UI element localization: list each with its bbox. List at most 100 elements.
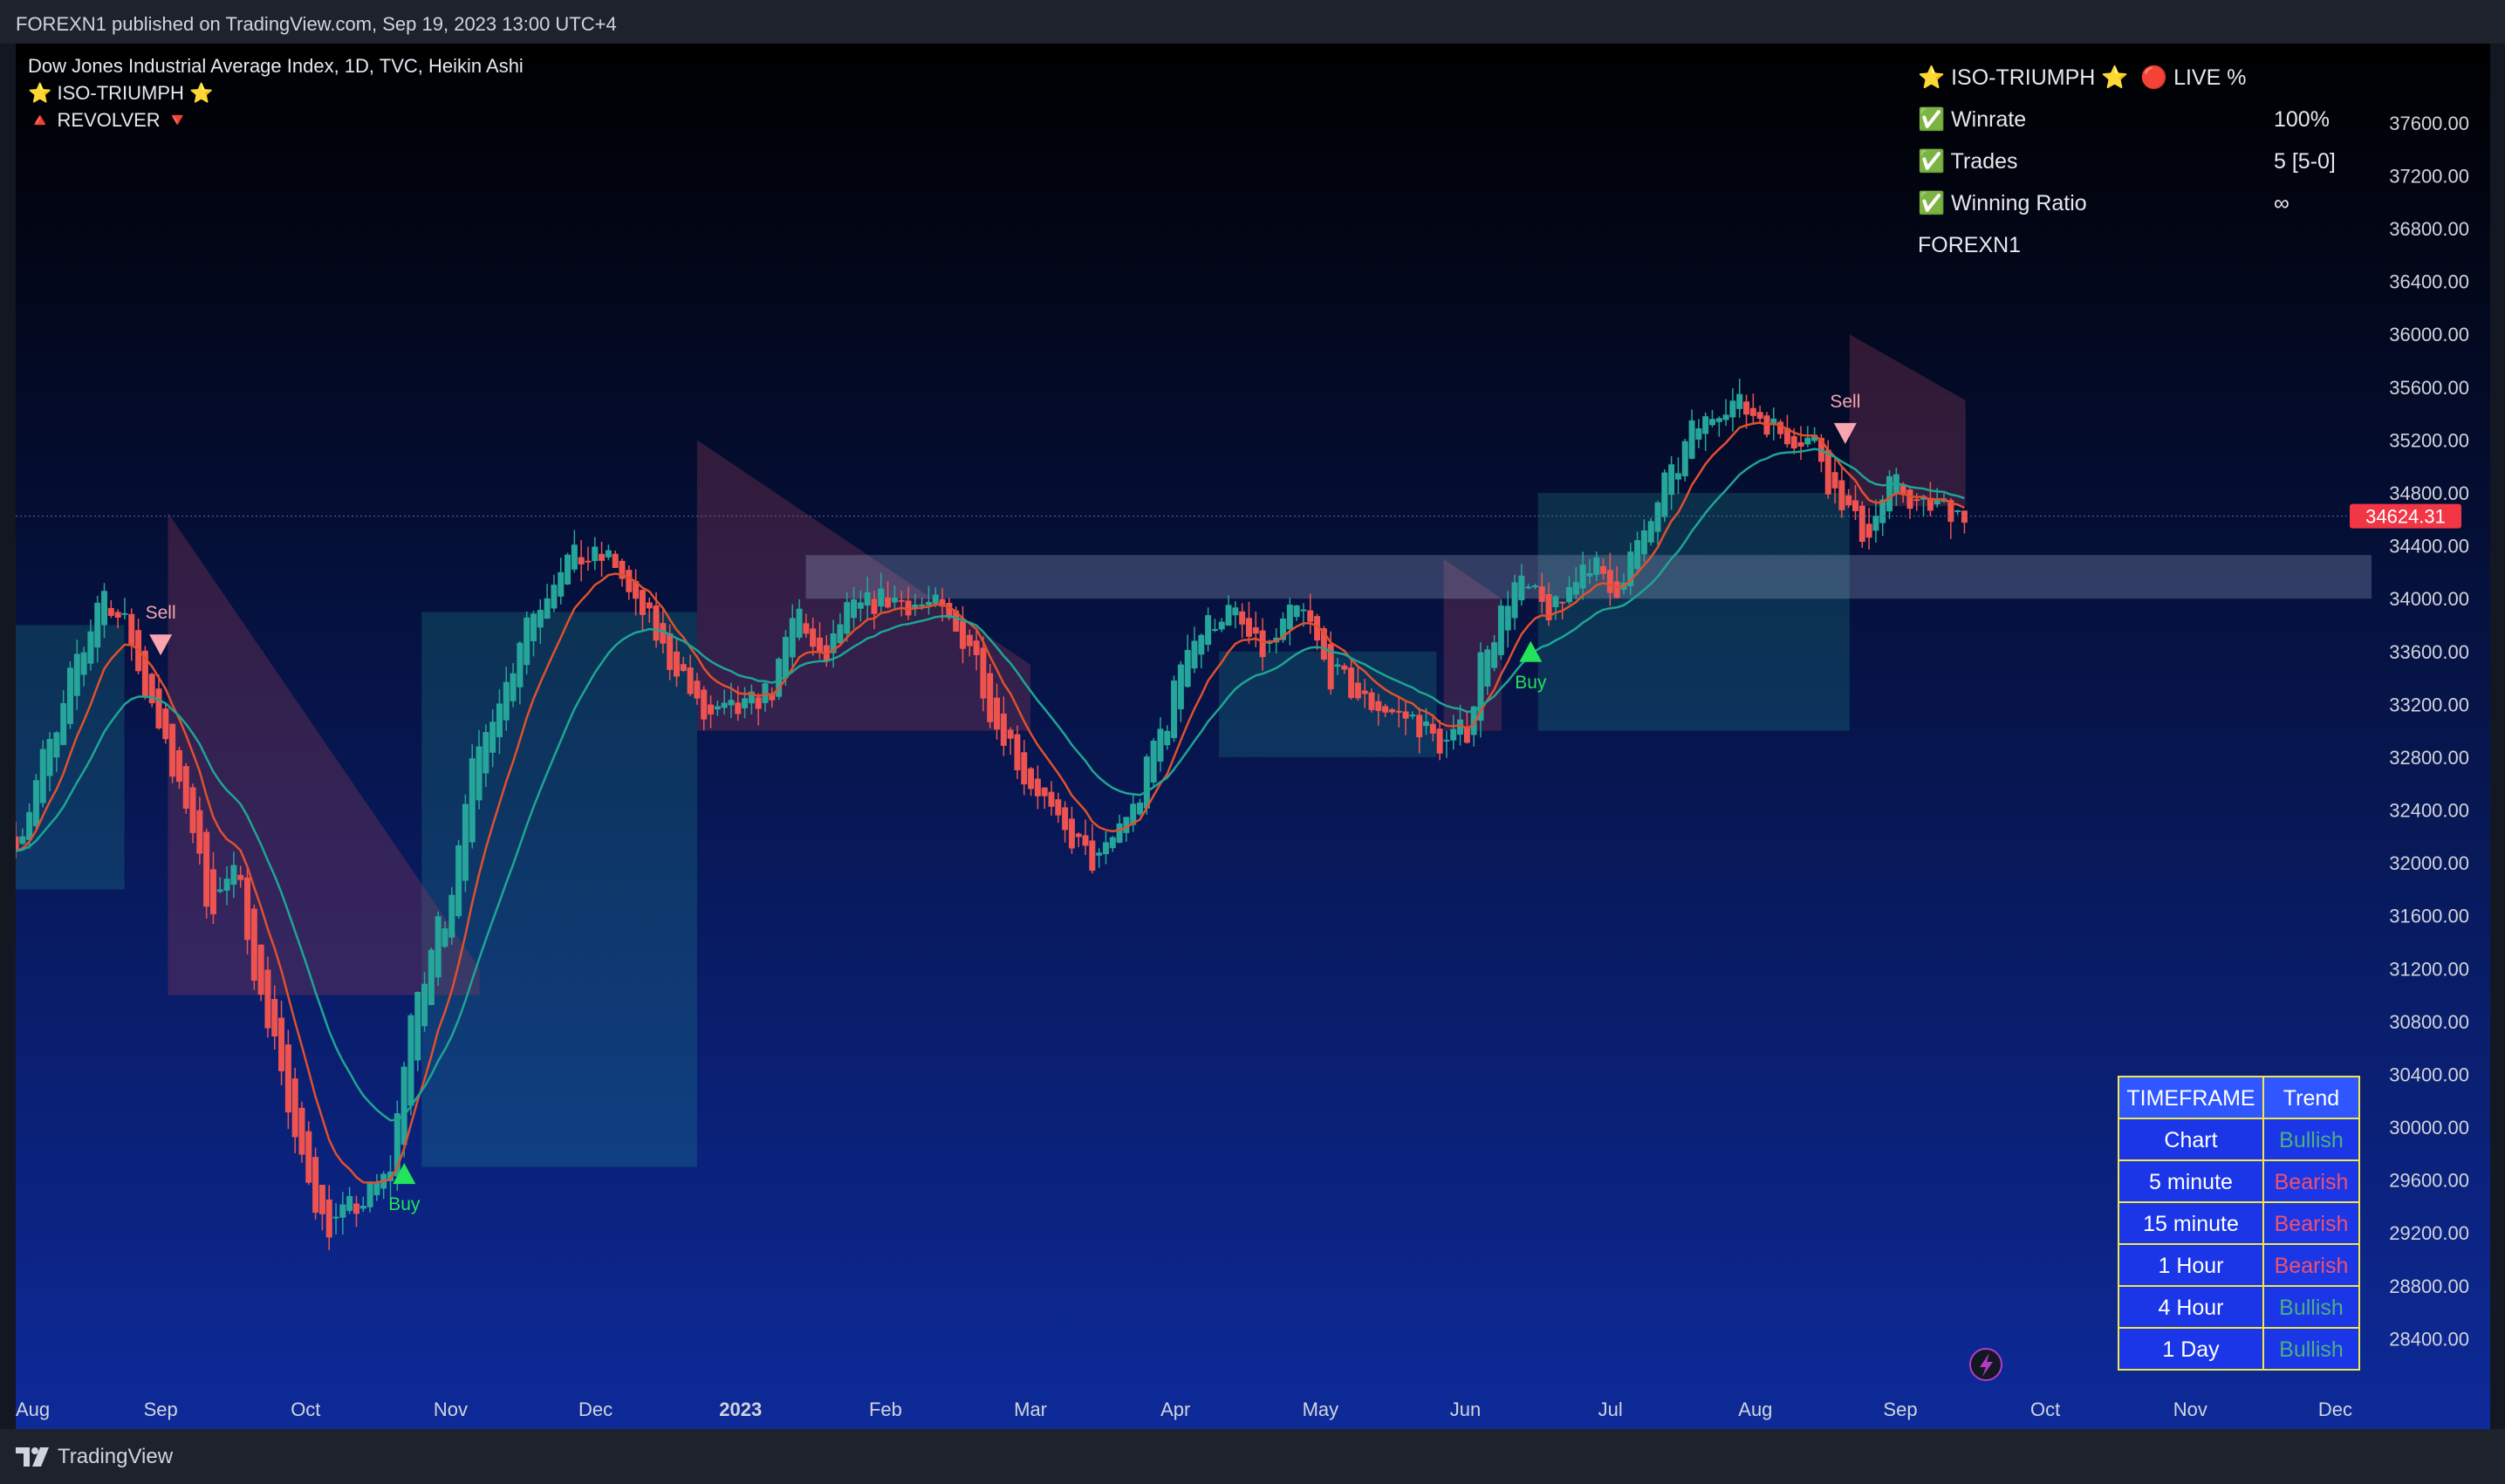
candle-body <box>1205 615 1212 646</box>
trend-table-cell <box>2262 1159 2360 1203</box>
legend-indicator-revolver[interactable]: 🔺 REVOLVER 🔻 <box>28 109 189 131</box>
candle-body <box>1838 480 1845 510</box>
candle-body <box>742 698 749 708</box>
candle-body <box>101 591 108 626</box>
candle-body <box>1831 472 1838 489</box>
stats-footer-author: FOREXN1 <box>1918 233 2021 257</box>
candle-body <box>1116 823 1123 843</box>
candle-body <box>1075 833 1082 838</box>
candle-body <box>1586 572 1593 577</box>
price-tick-37200: 37200.00 <box>2389 165 2469 187</box>
candle-body <box>1600 565 1607 574</box>
chart-canvas[interactable]: Sell Buy Buy Sell Aug Sep Oct Nov Dec 2023 Feb Mar… <box>16 44 2490 1429</box>
candle-body <box>789 618 796 658</box>
candle-body <box>1082 835 1089 846</box>
price-tick-31600: 31600.00 <box>2389 906 2469 927</box>
candle-body <box>1048 791 1055 807</box>
candle-body <box>1021 752 1028 785</box>
lightning-icon[interactable] <box>1969 1348 2002 1381</box>
candle-body <box>291 1078 298 1138</box>
price-tick-32800: 32800.00 <box>2389 747 2469 769</box>
trend-table-cell <box>2118 1327 2264 1371</box>
candle-body <box>435 916 441 978</box>
candle-body <box>1790 435 1797 448</box>
candle-body <box>1695 428 1702 440</box>
candle-body <box>592 546 599 562</box>
candle-body <box>244 877 251 940</box>
candle-body <box>748 691 755 704</box>
legend-indicator-iso-triumph[interactable]: ⭐ ISO-TRIUMPH ⭐ <box>28 82 213 104</box>
candle-body <box>796 608 803 638</box>
candle-body <box>1382 706 1389 713</box>
buy-marker-2 <box>1519 640 1543 662</box>
price-tick-36400: 36400.00 <box>2389 271 2469 293</box>
chart-background <box>16 44 2490 1429</box>
stats-ratio-value: ∞ <box>2274 191 2289 215</box>
candle-body <box>216 889 223 892</box>
trend-table-cell <box>2262 1076 2360 1119</box>
tradingview-logo[interactable]: TradingView <box>16 1445 173 1469</box>
candle-body <box>1886 475 1893 512</box>
candle-layer <box>16 379 1968 1250</box>
candle-body <box>558 571 565 597</box>
trend-table-cell <box>2262 1243 2360 1287</box>
candle-body <box>701 689 708 720</box>
legend-symbol[interactable]: Dow Jones Industrial Average Index, 1D, … <box>28 55 524 77</box>
candle-body <box>387 1171 394 1181</box>
candle-body <box>1954 509 1961 512</box>
candle-body <box>987 673 994 722</box>
candle-body <box>1545 594 1552 620</box>
candle-body <box>1708 419 1715 426</box>
candle-body <box>1375 701 1382 712</box>
candle-body <box>816 637 823 653</box>
candle-body <box>114 612 121 618</box>
candle-body <box>26 811 33 840</box>
trend-table-timeframe: 1 Day <box>2162 1337 2220 1362</box>
candle-body <box>565 554 571 585</box>
candle-body <box>1402 711 1409 719</box>
candle-body <box>1743 401 1750 415</box>
ma-layer <box>16 421 1965 1184</box>
candle-body <box>1879 499 1886 523</box>
candle-body <box>633 580 640 599</box>
candle-body <box>1068 818 1075 849</box>
trend-table-timeframe: 15 minute <box>2143 1212 2239 1236</box>
candle-body <box>932 594 939 604</box>
stats-panel: ⭐ ISO-TRIUMPH ⭐ 🔴 LIVE % ✅ Winrate 100% … <box>1918 65 2336 257</box>
time-axis[interactable]: Aug Sep Oct Nov Dec 2023 Feb Mar Apr May Jun Jul Aug… <box>16 1399 2352 1420</box>
candle-body <box>414 991 421 1061</box>
candle-body <box>80 652 87 675</box>
candle-body <box>339 1204 346 1218</box>
candle-body <box>646 602 653 609</box>
candle-body <box>1702 416 1709 434</box>
candle-body <box>1566 586 1573 603</box>
candle-body <box>1640 530 1647 555</box>
candle-body <box>1947 500 1954 523</box>
price-tick-36800: 36800.00 <box>2389 218 2469 240</box>
price-tick-35600: 35600.00 <box>2389 377 2469 399</box>
buy-marker-1 <box>393 1163 416 1185</box>
trend-table: TIMEFRAME Trend Chart Bullish 5 minute Bearis… <box>2118 1076 2360 1371</box>
time-tick-2: Oct <box>291 1399 320 1420</box>
candle-body <box>196 810 203 854</box>
trend-table-timeframe: 5 minute <box>2149 1170 2233 1194</box>
candle-body <box>496 703 503 738</box>
bull-cloud-3 <box>1537 493 1850 731</box>
chart-area[interactable]: Sell Buy Buy Sell Aug Sep Oct Nov Dec 2023 Feb Mar… <box>16 44 2490 1429</box>
candle-body <box>73 653 80 696</box>
candle-body <box>994 697 1001 730</box>
candle-body <box>1286 605 1293 630</box>
candle-body <box>223 879 230 891</box>
time-tick-9: May <box>1303 1399 1339 1420</box>
candle-body <box>544 598 551 619</box>
candle-body <box>141 650 148 697</box>
bear-cloud-3 <box>1849 334 1966 507</box>
candle-body <box>1450 728 1457 741</box>
candle-body <box>1824 449 1831 495</box>
candle-body <box>830 633 837 653</box>
candle-body <box>175 749 182 783</box>
price-tick-36000: 36000.00 <box>2389 324 2469 345</box>
price-tick-34800: 34800.00 <box>2389 482 2469 504</box>
price-axis[interactable]: 28400.00 28800.00 29200.00 29600.00 30000.00… <box>2389 113 2469 1351</box>
candle-body <box>1470 706 1477 735</box>
